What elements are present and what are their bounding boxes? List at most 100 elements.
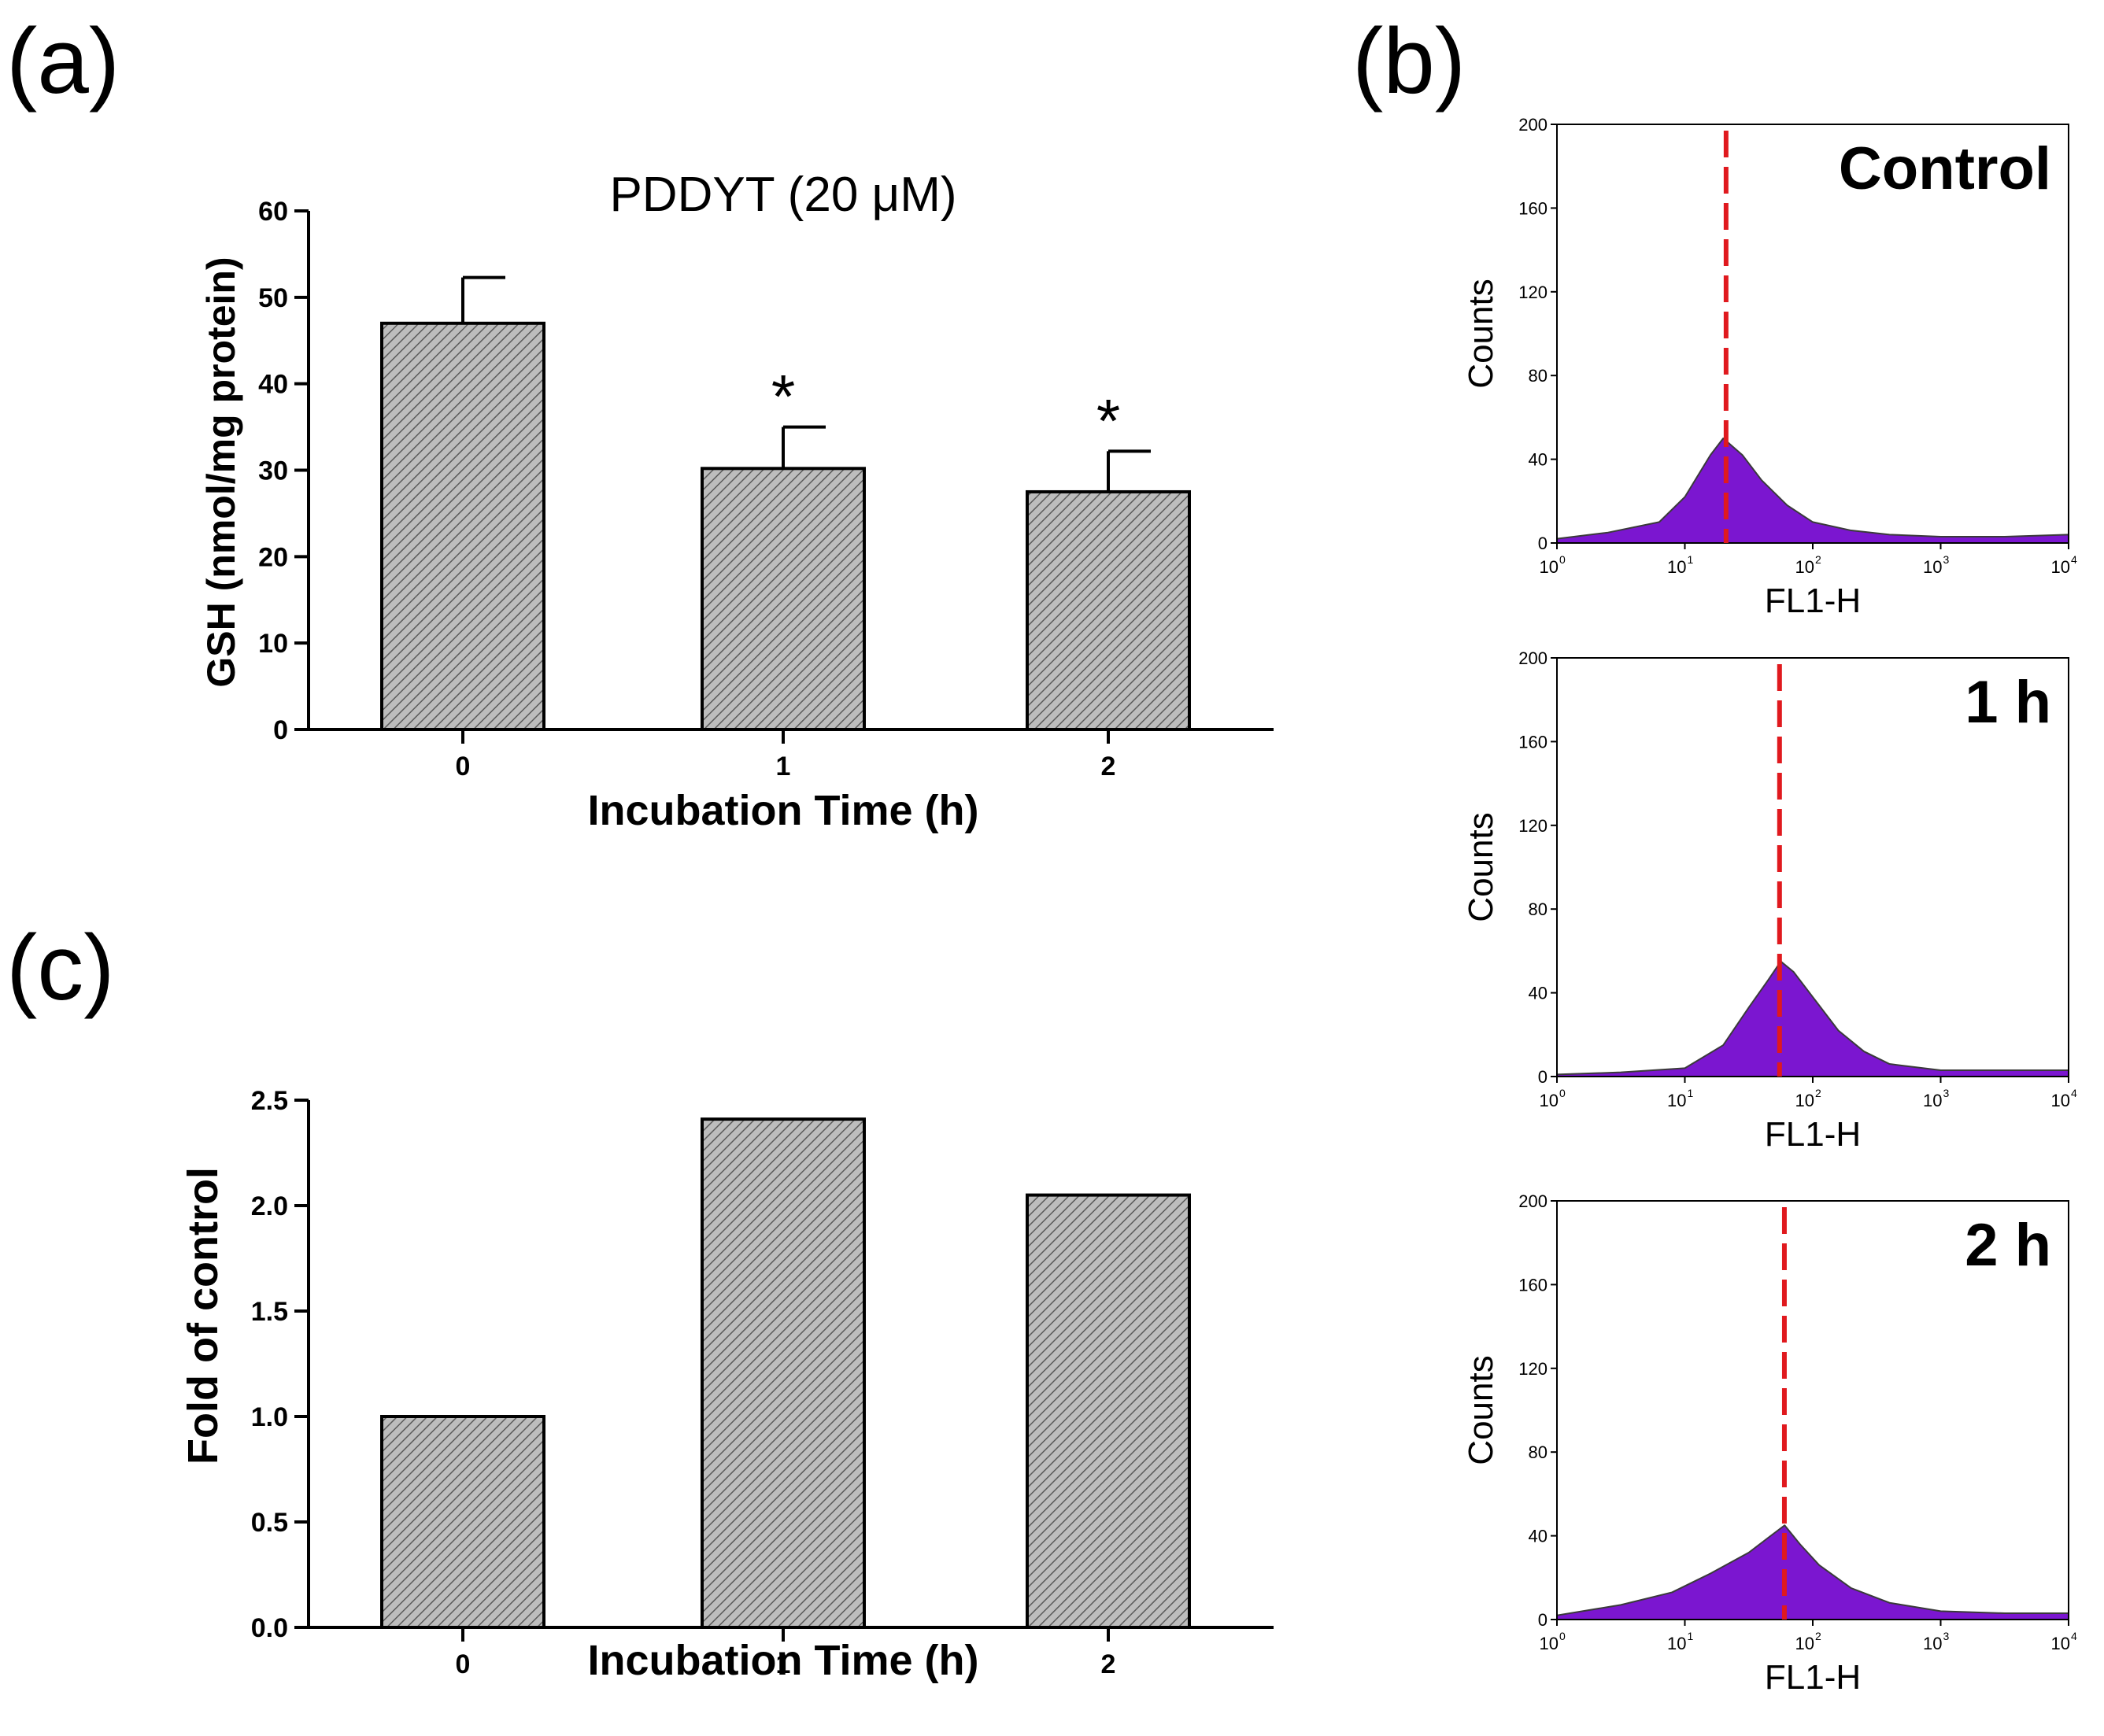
histogram-y-tick-label: 200	[1518, 648, 1547, 668]
histogram-x-tick-exponent: 0	[1559, 1087, 1566, 1099]
panel-a-y-tick-label: 20	[258, 542, 288, 572]
panel-a-bar	[380, 321, 545, 731]
panel-c-y-tick-label: 0.5	[251, 1508, 288, 1538]
panel-c-x-tick-label: 1	[776, 1649, 791, 1679]
histogram-x-tick-exponent: 0	[1559, 1630, 1566, 1642]
panel-a-y-tick-label: 0	[273, 715, 288, 745]
histogram-x-tick-base: 10	[1795, 557, 1814, 577]
histogram-x-tick-base: 10	[2051, 1634, 2070, 1653]
histogram-y-tick-label: 160	[1518, 1275, 1547, 1295]
panel-c-bar	[1026, 1193, 1191, 1629]
histogram-x-tick-base: 10	[1540, 1091, 1559, 1110]
panel-a-letter: (a)	[6, 9, 120, 113]
histogram-x-tick-exponent: 3	[1943, 1630, 1950, 1642]
histogram-x-tick-base: 10	[1667, 557, 1686, 577]
panel-c-x-axis-title: Incubation Time (h)	[588, 1637, 979, 1684]
histogram-y-tick-label: 0	[1538, 1610, 1547, 1630]
histogram-x-tick-exponent: 4	[2071, 553, 2077, 566]
panel-a-y-axis-title: GSH (nmol/mg protein)	[199, 257, 243, 687]
histogram-x-tick-base: 10	[1923, 1634, 1942, 1653]
histogram-x-tick-exponent: 2	[1815, 553, 1821, 566]
histogram-condition-label: 1 h	[1965, 669, 2051, 736]
panel-a-x-tick-label: 1	[776, 752, 791, 781]
histogram-x-tick-exponent: 2	[1815, 1630, 1821, 1642]
panel-a-y-tick-label: 10	[258, 629, 288, 659]
histogram-x-tick-base: 10	[1540, 557, 1559, 577]
histogram-y-tick-label: 80	[1529, 366, 1547, 386]
panel-c-y-tick-label: 0.0	[251, 1613, 288, 1643]
histogram-y-axis-title: Counts	[1462, 1355, 1500, 1465]
panel-c-x-tick-label: 0	[456, 1649, 471, 1679]
panel-a-significance-marker: *	[771, 362, 795, 431]
panel-a-y-tick-label: 60	[258, 197, 288, 227]
histogram-x-tick-base: 10	[1667, 1091, 1686, 1110]
histogram-y-tick-label: 200	[1518, 1191, 1547, 1211]
panel-a-y-tick-label: 40	[258, 370, 288, 400]
panel-c-y-tick-label: 2.5	[251, 1086, 288, 1116]
panel-c-letter: (c)	[6, 916, 115, 1020]
panel-a-title: PDDYT (20 μM)	[609, 168, 956, 222]
histogram-x-tick-base: 10	[2051, 557, 2070, 577]
histogram-x-tick-exponent: 3	[1943, 553, 1950, 566]
histogram-fill	[1556, 1524, 2069, 1620]
histogram-y-tick-label: 120	[1518, 816, 1547, 836]
histogram-y-tick-label: 160	[1518, 732, 1547, 752]
histogram-fill	[1556, 960, 2069, 1077]
panel-a-significance-marker: *	[1096, 386, 1120, 455]
histogram-y-tick-label: 120	[1518, 1359, 1547, 1379]
histogram-x-tick-base: 10	[1923, 557, 1942, 577]
histogram-y-tick-label: 80	[1529, 899, 1547, 919]
histogram-x-tick-base: 10	[1795, 1091, 1814, 1110]
histogram-x-tick-base: 10	[1540, 1634, 1559, 1653]
histogram-x-tick-exponent: 4	[2071, 1087, 2077, 1099]
histogram-x-tick-base: 10	[1923, 1091, 1942, 1110]
panel-a-x-tick-label: 0	[456, 752, 471, 781]
histogram-condition-label: Control	[1839, 135, 2051, 202]
histogram-condition-label: 2 h	[1965, 1212, 2051, 1279]
panel-a-y-tick-label: 50	[258, 283, 288, 313]
histogram-x-tick-base: 10	[2051, 1091, 2070, 1110]
histogram-y-tick-label: 40	[1529, 450, 1547, 470]
panel-c-bar	[380, 1415, 545, 1629]
panel-a-gsh-chart: (a) PDDYT (20 μM) 0 10 20 30 40 50 60 0 1 2 * * In…	[6, 9, 1274, 834]
histogram-y-tick-label: 200	[1518, 115, 1547, 135]
panel-a-x-axis-title: Incubation Time (h)	[588, 787, 979, 834]
panel-a-x-tick-label: 2	[1101, 752, 1116, 781]
panel-c-x-tick-label: 2	[1101, 1649, 1116, 1679]
histogram-y-axis-title: Counts	[1462, 279, 1500, 388]
histogram-y-axis-title: Counts	[1462, 812, 1500, 922]
histogram-x-axis-title: FL1-H	[1765, 1115, 1861, 1154]
histogram-x-tick-exponent: 1	[1688, 553, 1694, 566]
histogram-x-tick-exponent: 2	[1815, 1087, 1821, 1099]
histogram-x-tick-exponent: 1	[1688, 1630, 1694, 1642]
histogram-y-tick-label: 40	[1529, 984, 1547, 1003]
histogram-x-tick-base: 10	[1795, 1634, 1814, 1653]
panel-a-bar	[1026, 489, 1191, 731]
panel-c-y-tick-label: 1.0	[251, 1402, 288, 1432]
histogram-x-tick-exponent: 3	[1943, 1087, 1950, 1099]
panel-b-letter: (b)	[1352, 9, 1466, 113]
panel-a-bar	[701, 467, 866, 731]
histogram-fill	[1556, 438, 2069, 544]
histogram-x-axis-title: FL1-H	[1765, 582, 1861, 620]
histogram-x-tick-exponent: 1	[1688, 1087, 1694, 1099]
panel-c-y-tick-label: 1.5	[251, 1297, 288, 1327]
panel-a-y-tick-label: 30	[258, 456, 288, 486]
histogram-x-tick-exponent: 4	[2071, 1630, 2077, 1642]
histogram-y-tick-label: 0	[1538, 534, 1547, 553]
histogram-y-tick-label: 40	[1529, 1527, 1547, 1546]
histogram-x-axis-title: FL1-H	[1765, 1658, 1861, 1697]
histogram-y-tick-label: 160	[1518, 198, 1547, 218]
histogram-y-tick-label: 80	[1529, 1442, 1547, 1462]
panel-c-fold-chart: (c) 0.0 0.5 1.0 1.5 2.0 2.5 0 1 2 Incubation Tim…	[6, 916, 1274, 1684]
panel-c-bar	[701, 1117, 866, 1629]
panel-c-y-axis-title: Fold of control	[179, 1167, 227, 1465]
histogram-x-tick-exponent: 0	[1559, 553, 1566, 566]
histogram-y-tick-label: 120	[1518, 283, 1547, 302]
histogram-y-tick-label: 0	[1538, 1067, 1547, 1087]
